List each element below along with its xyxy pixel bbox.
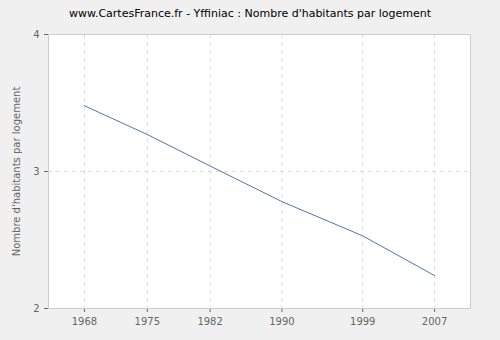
svg-text:1968: 1968 [72,316,97,327]
svg-text:Nombre d'habitants par logemen: Nombre d'habitants par logement [11,87,22,257]
svg-text:1990: 1990 [269,316,294,327]
svg-text:1975: 1975 [135,316,160,327]
svg-text:1999: 1999 [350,316,375,327]
svg-text:3: 3 [33,166,39,177]
svg-text:1982: 1982 [197,316,222,327]
svg-text:4: 4 [33,29,39,40]
svg-text:2007: 2007 [422,316,447,327]
html-text:www.CartesFrance.fr - Yffiniac: www.CartesFrance.fr - Yffiniac : Nombre … [68,7,431,20]
svg-text:2: 2 [33,303,39,314]
